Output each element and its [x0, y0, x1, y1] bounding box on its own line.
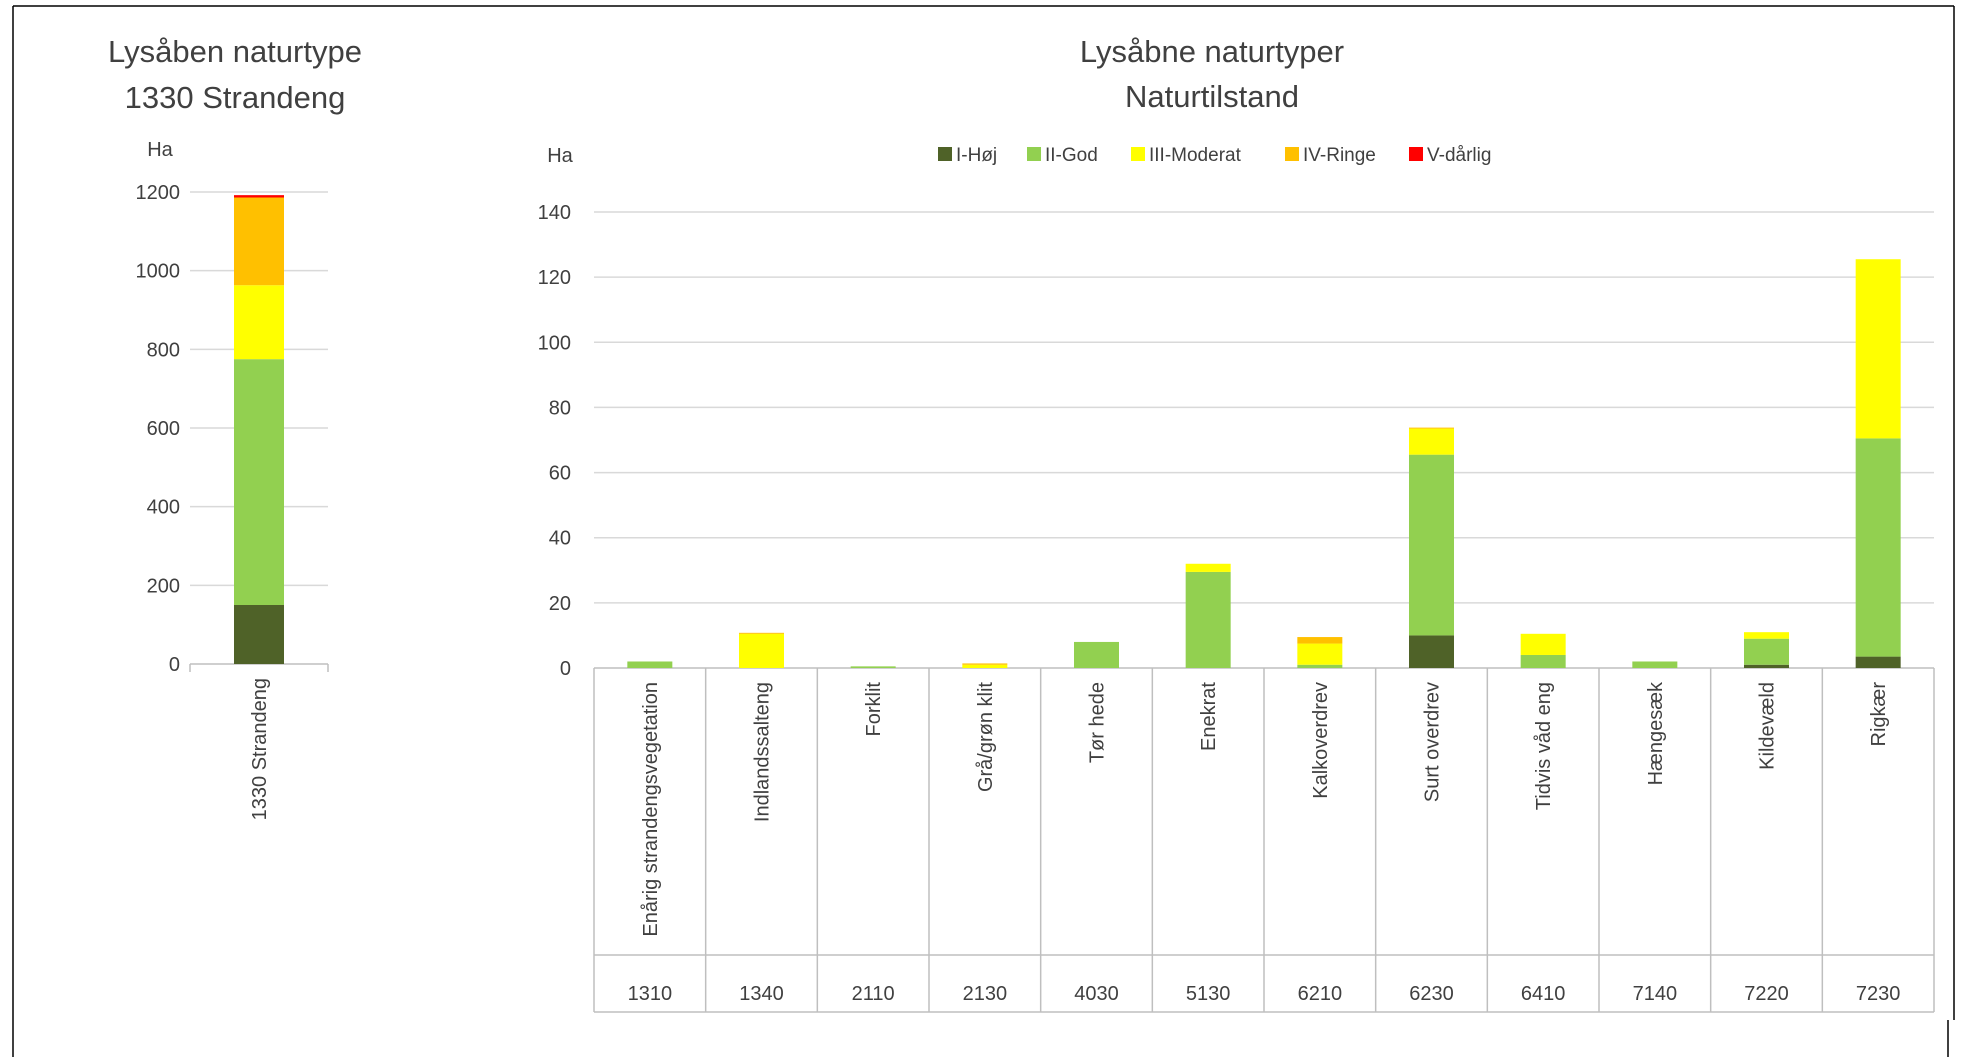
- right-y-tick-60: 60: [549, 463, 571, 485]
- right-bar-iii-moderat: [1744, 632, 1789, 639]
- legend-label-ii-god: II-God: [1045, 145, 1098, 166]
- right-x-code-label: 6410: [1521, 983, 1566, 1005]
- right-x-code-label: 2110: [852, 983, 895, 1005]
- left-y-tick-1000: 1000: [136, 261, 181, 283]
- right-x-label: Surt overdrev: [1422, 682, 1444, 802]
- right-x-code-label: 6230: [1409, 983, 1454, 1005]
- legend-swatch-v-d-rlig: [1409, 147, 1423, 161]
- legend-label-iv-ringe: IV-Ringe: [1303, 145, 1376, 166]
- right-bar-iii-moderat: [1855, 259, 1901, 439]
- right-y-tick-100: 100: [538, 332, 571, 354]
- right-bar-ii-god: [1744, 638, 1789, 665]
- right-x-label: Kalkoverdrev: [1310, 682, 1332, 799]
- left-chart: Lysåben naturtype 1330 Strandeng Ha 0 200…: [108, 34, 362, 820]
- right-chart-bars: [627, 259, 1901, 668]
- right-bar-iii-moderat: [1409, 428, 1454, 455]
- right-bar-ii-god: [850, 666, 896, 668]
- right-bar-iv-ringe: [1297, 637, 1343, 644]
- right-y-tick-40: 40: [549, 528, 571, 550]
- right-x-code-label: 7140: [1633, 983, 1678, 1005]
- right-x-code-label: 2130: [963, 983, 1008, 1005]
- right-x-code-label: 6210: [1298, 983, 1343, 1005]
- left-y-tick-800: 800: [147, 339, 180, 361]
- left-y-tick-400: 400: [147, 497, 180, 519]
- legend-swatch-i-h-j: [938, 147, 952, 161]
- right-x-code-label: 1340: [739, 983, 784, 1005]
- right-x-label: Enårig strandengsvegetation: [640, 682, 662, 937]
- right-bar-iii-moderat: [962, 664, 1008, 668]
- right-bar-iii-moderat: [739, 633, 784, 668]
- right-chart-legend: I-Høj II-God III-Moderat IV-Ringe V-dårlig: [938, 145, 1491, 166]
- right-bar-i-h-j: [1744, 664, 1789, 668]
- left-chart-y-tick-labels: 0 200 400 600 800 1000 1200: [136, 182, 181, 676]
- right-bar-i-h-j: [1409, 635, 1454, 668]
- right-x-label: Forklit: [863, 682, 885, 737]
- legend-label-i-h-j: I-Høj: [956, 145, 997, 166]
- right-bar-ii-god: [627, 661, 673, 668]
- right-y-tick-80: 80: [549, 397, 571, 419]
- right-y-tick-120: 120: [538, 267, 571, 289]
- right-chart-title-line-2: Naturtilstand: [1125, 79, 1299, 114]
- left-y-tick-1200: 1200: [136, 182, 181, 204]
- right-x-label: Tør hede: [1087, 682, 1109, 763]
- right-bar-iii-moderat: [1185, 563, 1231, 572]
- left-y-tick-0: 0: [169, 654, 180, 676]
- right-x-code-label: 5130: [1186, 983, 1231, 1005]
- left-bar-v-d-rlig: [234, 195, 284, 198]
- right-x-label: Tidvis våd eng: [1533, 682, 1555, 810]
- right-x-code-label: 1310: [628, 983, 673, 1005]
- right-bar-ii-god: [1297, 664, 1343, 668]
- right-x-label: Hængesæk: [1645, 681, 1667, 785]
- left-chart-y-axis-label: Ha: [147, 139, 173, 161]
- right-chart-y-axis-label: Ha: [547, 145, 573, 167]
- left-chart-x-tick-labels: 1330 Strandeng: [249, 678, 271, 820]
- right-bar-iii-moderat: [1520, 633, 1566, 655]
- right-bar-ii-god: [1520, 654, 1566, 668]
- left-y-tick-600: 600: [147, 418, 180, 440]
- left-x-label: 1330 Strandeng: [249, 678, 271, 820]
- right-bar-iv-ringe: [739, 632, 784, 634]
- left-bar-ii-god: [234, 359, 284, 605]
- left-bar-iii-moderat: [234, 285, 284, 360]
- left-chart-bars: [234, 195, 284, 664]
- right-x-label: Rigkær: [1868, 682, 1890, 747]
- right-x-label: Enekrat: [1198, 682, 1220, 751]
- right-y-tick-20: 20: [549, 593, 571, 615]
- legend-label-iii-moderat: III-Moderat: [1149, 145, 1242, 166]
- right-x-code-label: 4030: [1074, 983, 1119, 1005]
- right-bar-iii-moderat: [1297, 643, 1343, 665]
- right-bar-i-h-j: [1855, 656, 1901, 668]
- legend-swatch-iii-moderat: [1131, 147, 1145, 161]
- right-bar-iv-ringe: [1409, 427, 1454, 429]
- right-bar-ii-god: [1074, 641, 1119, 668]
- legend-swatch-iv-ringe: [1285, 147, 1299, 161]
- right-bar-iv-ringe: [962, 663, 1008, 665]
- right-bar-ii-god: [1409, 454, 1454, 636]
- right-y-tick-140: 140: [538, 202, 571, 224]
- right-bar-ii-god: [1185, 571, 1231, 668]
- right-x-code-label: 7220: [1744, 983, 1789, 1005]
- right-x-label: Kildevæld: [1757, 682, 1779, 770]
- right-chart-y-tick-labels: 0 20 40 60 80 100 120 140: [538, 202, 571, 680]
- right-x-code-label: 7230: [1856, 983, 1901, 1005]
- left-chart-title-line-1: Lysåben naturtype: [108, 34, 362, 69]
- right-bar-ii-god: [1632, 661, 1678, 668]
- left-y-tick-200: 200: [147, 575, 180, 597]
- left-bar-i-h-j: [234, 605, 284, 664]
- right-chart: Lysåbne naturtyper Naturtilstand Ha I-Hø…: [538, 34, 1935, 1013]
- right-y-tick-0: 0: [560, 658, 571, 680]
- legend-label-v-d-rlig: V-dårlig: [1427, 145, 1491, 166]
- left-chart-title-line-2: 1330 Strandeng: [125, 80, 346, 115]
- right-x-label: Grå/grøn klit: [975, 682, 997, 792]
- right-x-label: Indlandssalteng: [752, 682, 774, 822]
- right-chart-x-tick-labels: Enårig strandengsvegetation 1310 Indlandss…: [628, 681, 1901, 1005]
- right-bar-ii-god: [1855, 438, 1901, 657]
- right-chart-gridlines: [593, 211, 1935, 1013]
- right-chart-title-line-1: Lysåbne naturtyper: [1080, 34, 1344, 69]
- left-bar-iv-ringe: [234, 197, 284, 286]
- legend-swatch-ii-god: [1027, 147, 1041, 161]
